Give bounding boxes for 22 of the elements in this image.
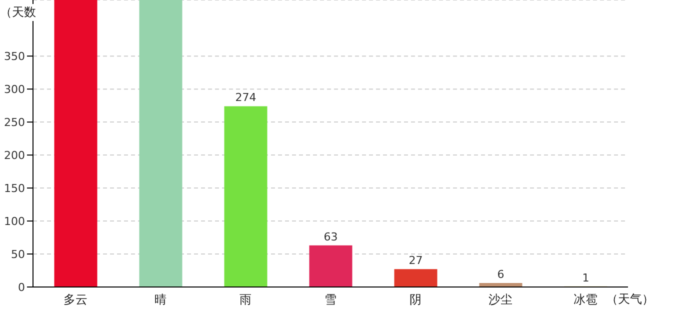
x-tick-label: 多云	[64, 292, 88, 307]
x-tick-label: 沙尘	[488, 292, 512, 307]
y-tick-label: 350	[4, 50, 25, 63]
y-tick-label: 0	[18, 280, 25, 294]
y-tick-label: 50	[11, 248, 25, 261]
y-axis-title: （天数	[0, 4, 36, 21]
x-tick-label: 雨	[240, 292, 252, 307]
x-axis-title: （天气）	[606, 291, 654, 308]
data-label: 1	[582, 271, 590, 284]
y-tick-label: 250	[4, 116, 25, 129]
x-tick-label: 晴	[154, 292, 166, 307]
x-tick-label: 冰雹	[574, 292, 598, 307]
y-tick-label: 100	[4, 214, 25, 228]
data-label: 6	[497, 268, 504, 282]
y-tick-label: 150	[4, 182, 25, 195]
x-tick-label: 阴	[410, 292, 422, 307]
y-tick-label: 300	[4, 82, 25, 96]
x-tick-label: 雪	[324, 292, 336, 307]
data-label: 27	[408, 254, 423, 268]
data-label: 274	[235, 91, 256, 104]
data-label: 63	[324, 230, 338, 244]
y-tick-label: 200	[4, 148, 25, 162]
